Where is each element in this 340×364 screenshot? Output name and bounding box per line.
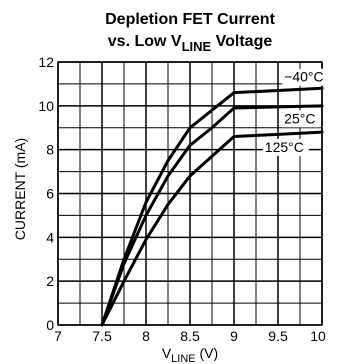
x-axis-label: VLINE (V): [162, 345, 218, 364]
chart-title-line1: Depletion FET Current: [105, 11, 275, 28]
x-tick-label: 9.5: [268, 328, 288, 344]
xlabel-sub-line: LINE: [171, 353, 195, 364]
y-tick-label: 8: [46, 142, 54, 158]
y-tick-label: 6: [46, 186, 54, 202]
title-sub-line: LINE: [182, 39, 212, 54]
series-annotation: −40°C: [284, 69, 323, 85]
chart-title-line2: vs. Low VLINE Voltage: [108, 33, 273, 54]
series-group: [100, 86, 324, 327]
x-tick-label: 10: [310, 328, 326, 344]
annotation-group: −40°C 25°C 125°C: [262, 68, 329, 156]
annotation-background: [282, 68, 329, 86]
series-line: [100, 104, 324, 327]
plot-frame: [57, 61, 323, 326]
xlabel-v: V: [162, 345, 172, 361]
series-line: [100, 86, 324, 327]
y-tick-label: 0: [46, 317, 54, 333]
y-tick-label: 12: [38, 54, 54, 70]
xlabel-unit: (V): [196, 345, 219, 361]
y-tick-labels: 0 2 4 6 8 10 12: [38, 54, 54, 333]
series-annotation: 125°C: [265, 139, 304, 155]
y-tick-label: 4: [46, 229, 54, 245]
title-v: vs. Low V: [108, 33, 182, 50]
x-tick-label: 9: [230, 328, 238, 344]
annotation-background: [262, 138, 309, 156]
y-tick-label: 2: [46, 273, 54, 289]
series-annotation: 25°C: [284, 110, 315, 126]
x-tick-label: 8: [142, 328, 150, 344]
y-tick-label: 10: [38, 98, 54, 114]
x-tick-label: 8.5: [180, 328, 200, 344]
annotation-background: [282, 110, 320, 128]
x-tick-labels: 7 7.5 8 8.5 9 9.5 10: [54, 328, 326, 344]
x-tick-label: 7: [54, 328, 62, 344]
y-axis-label: CURRENT (mA): [12, 138, 28, 240]
x-tick-label: 7.5: [92, 328, 112, 344]
title-voltage: Voltage: [211, 33, 272, 50]
major-grid: [57, 61, 323, 326]
series-line: [100, 130, 324, 327]
